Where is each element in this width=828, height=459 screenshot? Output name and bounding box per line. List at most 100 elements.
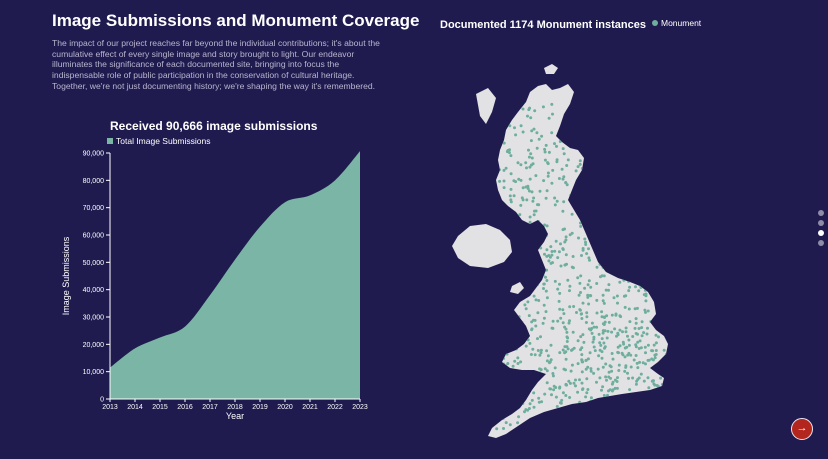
monument-point	[521, 253, 525, 256]
monument-point	[602, 405, 606, 409]
monument-point	[499, 413, 503, 417]
monument-point	[597, 354, 601, 358]
monument-point	[641, 186, 644, 190]
monument-point	[558, 140, 562, 143]
monument-point	[525, 198, 529, 202]
monument-point	[522, 229, 526, 233]
monument-point	[620, 132, 624, 136]
monument-point	[559, 410, 563, 414]
monument-point	[611, 357, 615, 361]
monument-point	[574, 378, 577, 382]
monument-point	[522, 392, 526, 396]
monument-point	[605, 336, 609, 340]
monument-point	[509, 154, 513, 158]
monument-point	[626, 112, 630, 116]
monument-point	[568, 127, 572, 131]
monument-point	[636, 366, 640, 370]
monument-point	[526, 225, 530, 229]
monument-point	[665, 282, 668, 286]
monument-point	[640, 320, 644, 324]
monument-point	[647, 386, 651, 390]
monument-point	[598, 124, 602, 128]
monument-point	[559, 409, 563, 413]
monument-point	[493, 420, 497, 424]
monument-point	[615, 414, 619, 418]
monument-point	[580, 167, 584, 170]
monument-point	[542, 282, 546, 286]
monument-point	[532, 285, 536, 289]
monument-point	[661, 326, 664, 330]
monument-point	[551, 374, 555, 378]
page-dot-1[interactable]	[818, 210, 824, 216]
monument-point	[502, 427, 505, 430]
monument-point	[579, 208, 583, 212]
next-section-button[interactable]: →	[791, 418, 813, 440]
monument-point	[523, 271, 527, 275]
monument-point	[547, 150, 551, 154]
monument-point	[632, 191, 636, 195]
monument-point	[585, 216, 589, 220]
monument-point	[646, 173, 650, 176]
monument-point	[519, 378, 523, 382]
monument-point	[492, 410, 496, 414]
monument-point	[511, 299, 515, 303]
monument-point	[528, 341, 532, 345]
monument-point	[545, 349, 549, 353]
monument-point	[592, 345, 596, 349]
monument-point	[619, 214, 623, 218]
monument-point	[608, 388, 612, 392]
monument-point	[608, 128, 612, 132]
monument-point	[580, 179, 584, 183]
monument-point	[494, 324, 498, 328]
monument-point	[590, 132, 594, 135]
monument-point	[634, 321, 638, 325]
monument-point	[657, 409, 661, 413]
monument-point	[537, 137, 541, 141]
monument-point	[554, 414, 558, 418]
page-dot-2[interactable]	[818, 220, 824, 226]
monument-point	[608, 228, 612, 232]
x-tick-label: 2014	[127, 404, 143, 411]
monument-point	[504, 268, 508, 272]
monument-point	[494, 282, 498, 286]
monument-point	[532, 274, 536, 278]
monument-point	[643, 308, 647, 312]
monument-point	[555, 405, 559, 408]
monument-point	[583, 191, 587, 195]
monument-point	[576, 276, 580, 280]
monument-point	[603, 345, 607, 349]
monument-point	[609, 376, 612, 380]
monument-point	[645, 257, 648, 260]
page-dot-4[interactable]	[818, 240, 824, 246]
monument-point	[546, 171, 550, 175]
monument-point	[550, 250, 554, 253]
monument-point	[665, 267, 668, 271]
monument-point	[518, 299, 522, 303]
monument-point	[502, 179, 506, 183]
monument-point	[589, 399, 593, 403]
monument-point	[630, 417, 634, 421]
monument-point	[564, 125, 567, 129]
monument-point	[597, 99, 601, 103]
monument-point	[530, 398, 534, 402]
monument-point	[524, 378, 528, 382]
monument-point	[527, 155, 531, 159]
monument-point	[520, 236, 524, 240]
monument-point	[502, 229, 506, 233]
monument-point	[598, 145, 602, 149]
monument-point	[603, 150, 607, 154]
monument-point	[633, 276, 637, 280]
monument-point	[549, 358, 553, 362]
monument-point	[614, 139, 618, 143]
monument-point	[525, 240, 529, 244]
monument-point	[603, 197, 607, 201]
monument-point	[492, 157, 496, 161]
monument-point	[526, 338, 530, 342]
monument-point	[625, 345, 629, 349]
monument-point	[620, 351, 624, 355]
x-tick-label: 2022	[327, 404, 343, 411]
monument-point	[543, 367, 547, 371]
monument-point	[549, 261, 553, 265]
monument-point	[616, 409, 620, 413]
page-dot-3[interactable]	[818, 230, 824, 236]
